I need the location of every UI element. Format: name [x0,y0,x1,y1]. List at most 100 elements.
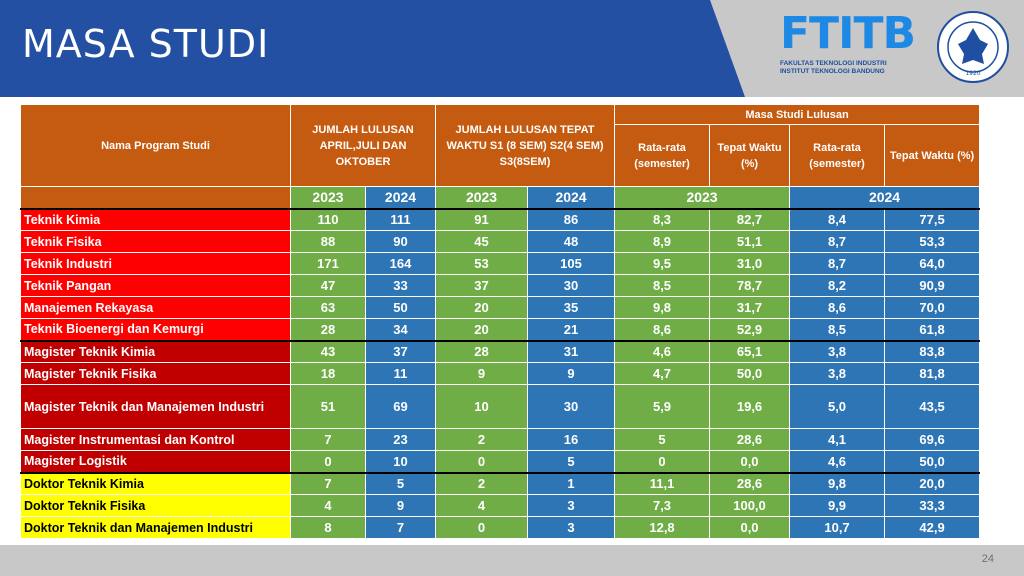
header-tepat-waktu-2023: Tepat Waktu (%) [709,124,791,187]
value-cell-p24: 81,8 [884,362,981,385]
value-cell-l24: 34 [364,318,437,341]
value-cell-p23: 51,1 [709,230,791,253]
program-name-cell: Doktor Teknik Fisika [20,494,291,517]
value-cell-p23: 65,1 [709,339,791,363]
value-cell-l23: 0 [290,450,366,473]
value-cell-t23: 53 [435,252,529,275]
value-cell-p23: 50,0 [709,362,791,385]
value-cell-t24: 31 [527,339,616,363]
value-cell-l23: 88 [290,230,366,253]
value-cell-p24: 64,0 [884,252,981,275]
header-jumlah-tepat-waktu: JUMLAH LULUSAN TEPAT WAKTU S1 (8 SEM) S2… [435,104,616,187]
value-cell-t24: 9 [527,362,616,385]
value-cell-l23: 63 [290,296,366,319]
value-cell-p24: 77,5 [884,207,981,231]
value-cell-t24: 3 [527,516,616,539]
logo-subtitle: FAKULTAS TEKNOLOGI INDUSTRI INSTITUT TEK… [780,60,920,76]
program-name-cell: Teknik Bioenergi dan Kemurgi [20,318,291,341]
value-cell-r23: 9,5 [614,252,711,275]
value-cell-l23: 7 [290,428,366,451]
value-cell-p23: 52,9 [709,318,791,341]
program-name-cell: Teknik Industri [20,252,291,275]
header-jumlah-lulusan: JUMLAH LULUSAN APRIL,JULI DAN OKTOBER [289,104,437,187]
page-number: 24 [981,553,994,565]
value-cell-l23: 47 [290,274,366,297]
value-cell-p24: 42,9 [884,516,981,539]
program-name-cell: Teknik Fisika [20,230,291,253]
value-cell-r24: 9,9 [789,494,886,517]
value-cell-l24: 37 [364,339,437,363]
program-name-cell: Magister Instrumentasi dan Kontrol [20,428,291,451]
value-cell-t24: 48 [527,230,616,253]
year-lulusan-2023: 2023 [290,186,366,209]
value-cell-t23: 4 [435,494,529,517]
value-cell-t24: 30 [527,274,616,297]
header-nama-program: Nama Program Studi [20,104,291,187]
value-cell-p24: 69,6 [884,428,981,451]
value-cell-r24: 4,1 [789,428,886,451]
program-name-cell: Doktor Teknik Kimia [20,471,291,495]
value-cell-t24: 30 [527,384,616,429]
value-cell-t23: 0 [435,450,529,473]
value-cell-p23: 78,7 [709,274,791,297]
value-cell-r24: 8,7 [789,252,886,275]
value-cell-t24: 5 [527,450,616,473]
year-tepat-2023: 2023 [435,186,529,209]
value-cell-l23: 171 [290,252,366,275]
value-cell-r23: 8,6 [614,318,711,341]
itb-seal-icon: 1920 [937,11,1009,83]
table-row: Teknik Fisika 88 90 45 48 8,9 51,1 8,7 53,3 [20,230,981,253]
value-cell-l23: 18 [290,362,366,385]
value-cell-p23: 82,7 [709,207,791,231]
table-row: Doktor Teknik Kimia 7 5 2 1 11,1 28,6 9,8 20,0 [20,471,981,495]
seal-year: 1920 [965,70,980,77]
table-row: Teknik Bioenergi dan Kemurgi 28 34 20 21 8,6 5… [20,318,981,341]
value-cell-t24: 1 [527,471,616,495]
table-row: Magister Logistik 0 10 0 5 0 0,0 4,6 50,0 [20,450,981,473]
value-cell-r24: 5,0 [789,384,886,429]
program-name-cell: Doktor Teknik dan Manajemen Industri [20,516,291,539]
value-cell-r24: 4,6 [789,450,886,473]
value-cell-l23: 8 [290,516,366,539]
footer-band [0,545,1024,576]
table-row: Teknik Kimia 110 111 91 86 8,3 82,7 8,4 77,5 [20,207,981,231]
value-cell-l23: 51 [290,384,366,429]
page-title: MASA STUDI [22,22,270,66]
value-cell-t23: 37 [435,274,529,297]
value-cell-p23: 28,6 [709,428,791,451]
table-row: Manajemen Rekayasa 63 50 20 35 9,8 31,7 8,6 70,0 [20,296,981,319]
value-cell-r24: 9,8 [789,471,886,495]
title-banner [0,0,745,97]
program-name-cell: Teknik Pangan [20,274,291,297]
masa-studi-table: Nama Program Studi JUMLAH LULUSAN APRIL,… [20,104,981,539]
year-lulusan-2024: 2024 [364,186,437,209]
value-cell-r23: 5,9 [614,384,711,429]
value-cell-r23: 11,1 [614,471,711,495]
value-cell-t23: 91 [435,207,529,231]
value-cell-r24: 8,4 [789,207,886,231]
logo-text: FTITB [780,8,916,59]
value-cell-p24: 61,8 [884,318,981,341]
value-cell-l23: 7 [290,471,366,495]
value-cell-p24: 70,0 [884,296,981,319]
value-cell-t23: 0 [435,516,529,539]
value-cell-r23: 8,9 [614,230,711,253]
value-cell-r23: 12,8 [614,516,711,539]
header-rata-rata-2023: Rata-rata (semester) [614,124,711,187]
value-cell-r24: 8,7 [789,230,886,253]
logo-subtitle-line-2: INSTITUT TEKNOLOGI BANDUNG [780,68,885,75]
value-cell-r23: 0 [614,450,711,473]
table-row: Doktor Teknik Fisika 4 9 4 3 7,3 100,0 9,9 33,3 [20,494,981,517]
value-cell-r24: 8,5 [789,318,886,341]
value-cell-p24: 50,0 [884,450,981,473]
program-name-cell: Teknik Kimia [20,207,291,231]
header-year-blank [20,186,291,209]
program-name-cell: Magister Teknik dan Manajemen Industri [20,384,291,429]
value-cell-r24: 8,6 [789,296,886,319]
value-cell-r23: 8,3 [614,207,711,231]
value-cell-r23: 4,6 [614,339,711,363]
table-row: Teknik Industri 171 164 53 105 9,5 31,0 8,7 64,0 [20,252,981,275]
value-cell-t23: 20 [435,318,529,341]
value-cell-t24: 86 [527,207,616,231]
value-cell-t23: 28 [435,339,529,363]
